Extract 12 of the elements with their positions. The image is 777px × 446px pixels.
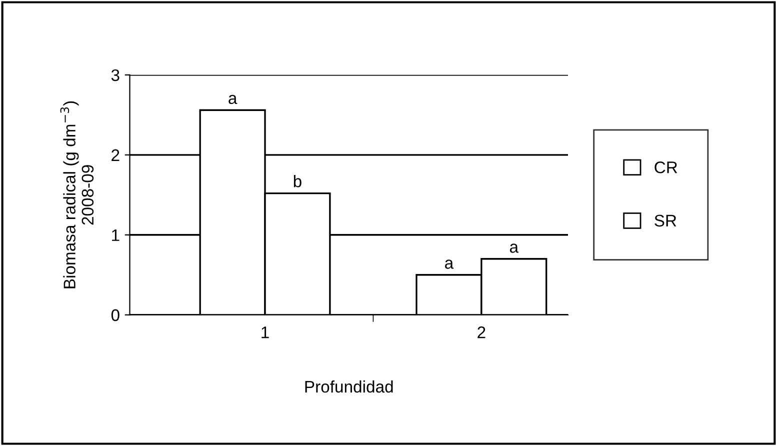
legend-label: CR: [654, 161, 678, 174]
data-label: a: [510, 244, 519, 253]
data-label: a: [445, 260, 454, 269]
x-axis-title: Profundidad: [305, 380, 393, 393]
data-label: a: [228, 94, 238, 104]
y-tick-label: 0: [111, 309, 120, 322]
data-label: b: [294, 174, 302, 188]
y-tick-label: 3: [111, 69, 120, 82]
legend-label: SR: [654, 214, 676, 227]
text: Biomasa radical (g dm$^{−3}$) 2008-09: [60, 101, 94, 288]
y-tick-label: 2: [112, 149, 120, 161]
y-tick-label: 1: [112, 229, 120, 241]
